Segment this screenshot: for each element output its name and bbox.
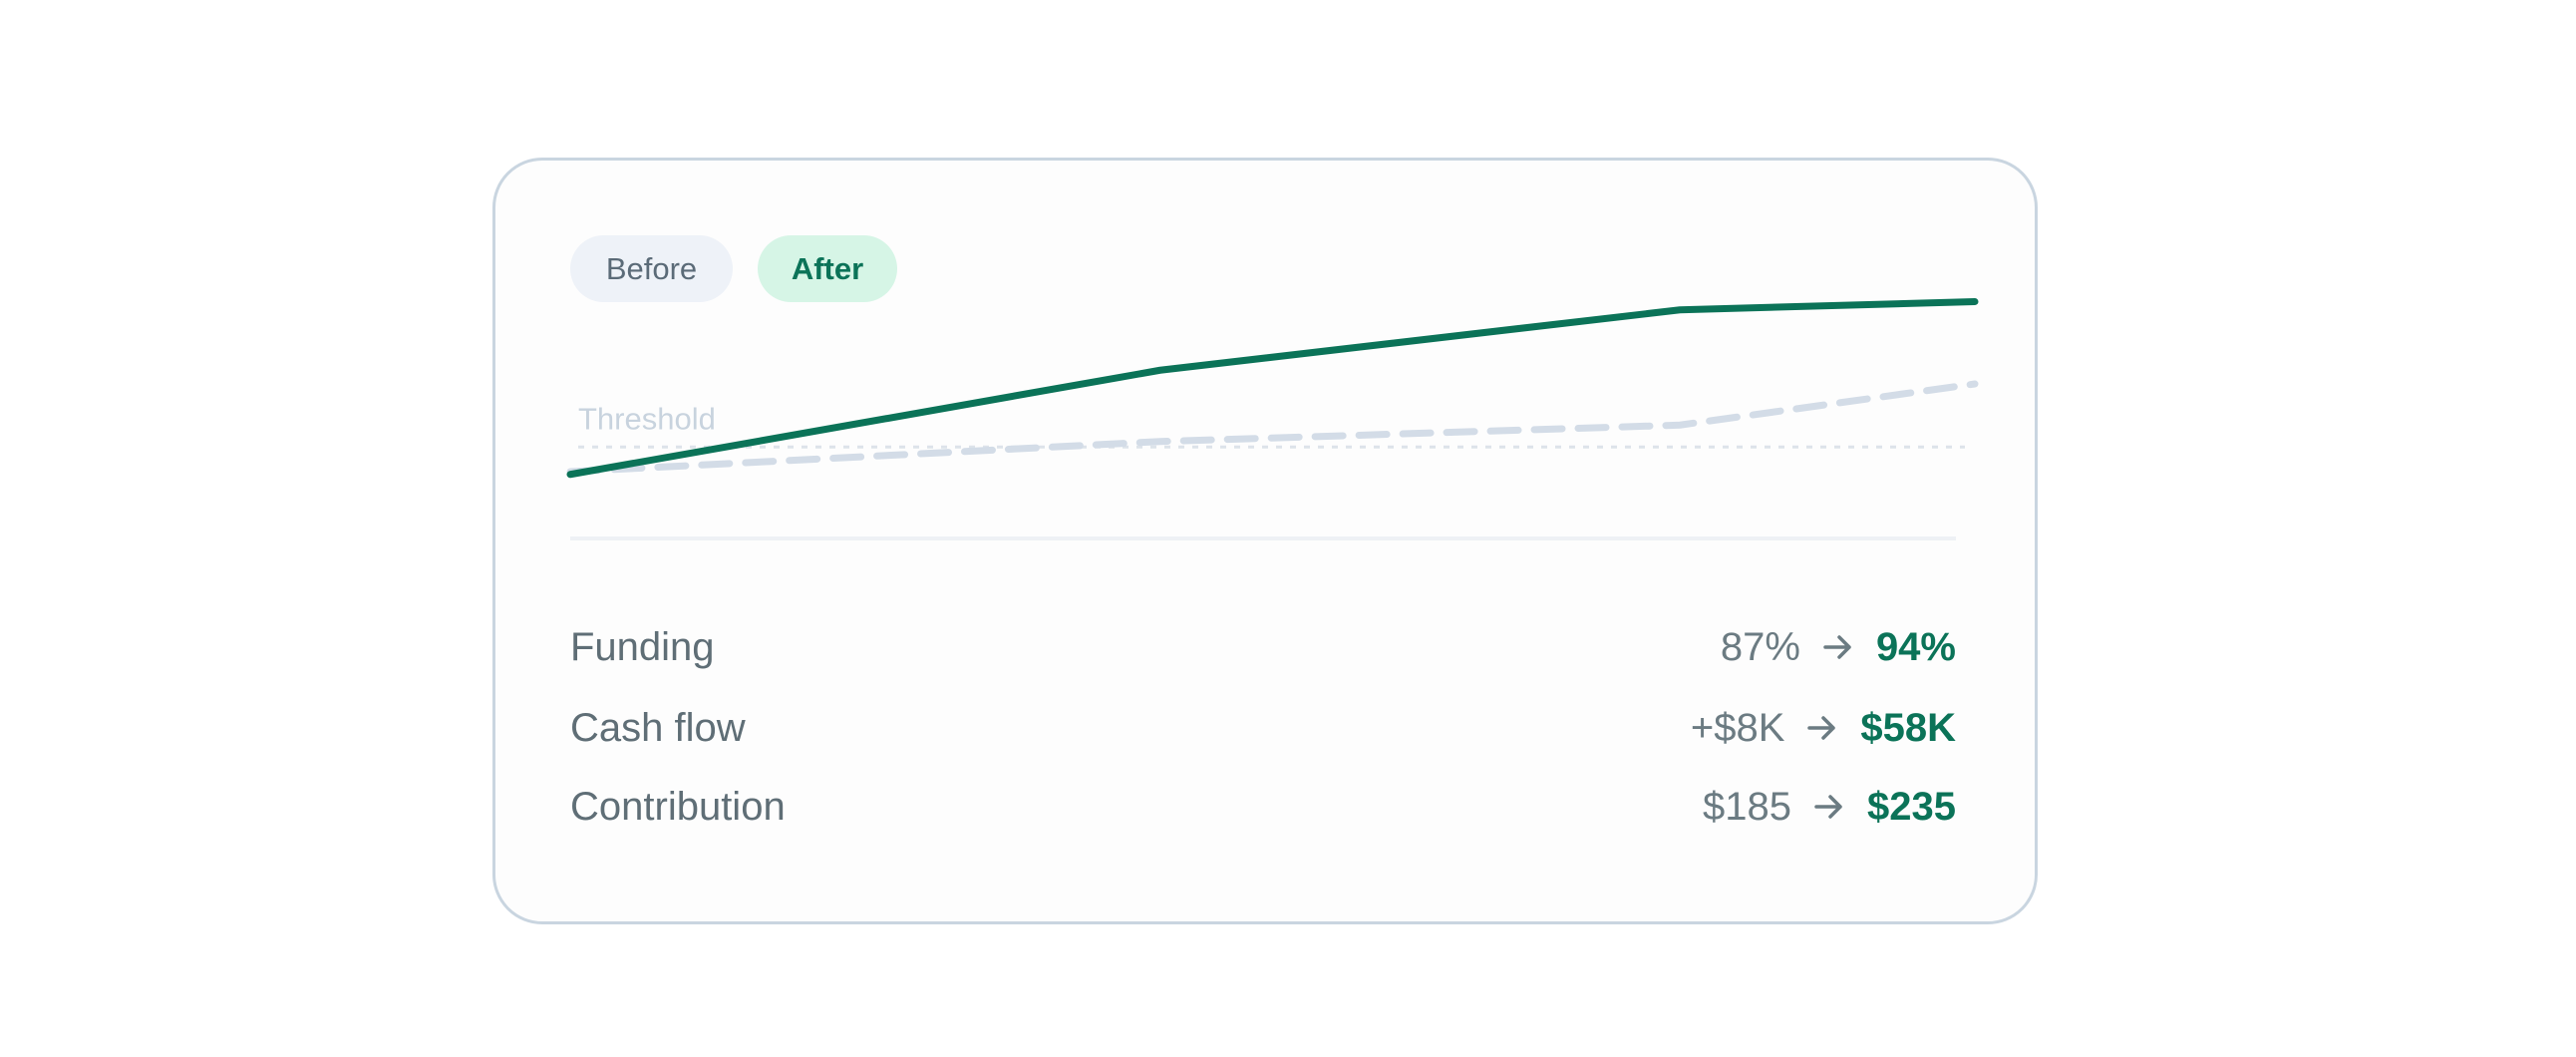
series-line (566, 380, 1979, 476)
before-value: $185 (1703, 784, 1792, 829)
metric-row: Funding 87% 94% (570, 617, 1956, 677)
after-value: $58K (1860, 705, 1956, 750)
legend-chip[interactable]: After (758, 235, 897, 302)
series-line (566, 298, 1979, 479)
legend-chip[interactable]: Before (570, 235, 733, 302)
metric-label: Funding (570, 624, 715, 669)
arrow-icon (1814, 795, 1842, 819)
metric-label: Contribution (570, 784, 786, 829)
card (492, 158, 2038, 924)
before-value: 87% (1720, 624, 1800, 669)
metric-row: Contribution $185 $235 (570, 777, 1956, 837)
metric-values: +$8K $58K (1691, 706, 1956, 751)
arrow-icon (1807, 716, 1836, 740)
after-value: $235 (1867, 784, 1956, 829)
metric-values: $185 $235 (1703, 785, 1956, 830)
metric-values: 87% 94% (1721, 625, 1956, 670)
metric-label: Cash flow (570, 705, 746, 750)
before-value: +$8K (1690, 705, 1785, 750)
arrow-icon (1823, 635, 1851, 659)
after-value: 94% (1875, 624, 1956, 669)
threshold-label: Threshold (578, 401, 716, 436)
metric-row: Cash flow +$8K $58K (570, 698, 1956, 758)
